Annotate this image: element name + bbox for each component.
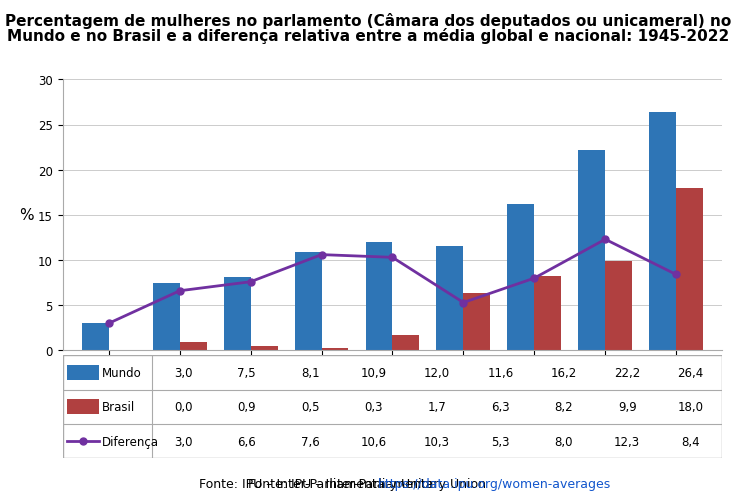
Text: 7,6: 7,6 [301, 435, 320, 448]
Bar [321, 348, 349, 351]
Text: 8,2: 8,2 [554, 401, 573, 413]
Bar [649, 113, 676, 351]
Text: 10,6: 10,6 [360, 435, 387, 448]
Bar [534, 277, 562, 351]
Text: 7,5: 7,5 [237, 366, 256, 379]
Bar [676, 188, 703, 351]
Bar [295, 253, 321, 351]
Text: 8,4: 8,4 [681, 435, 700, 448]
Y-axis label: %: % [20, 208, 34, 223]
Text: 22,2: 22,2 [614, 366, 640, 379]
Text: 0,5: 0,5 [301, 401, 319, 413]
Text: 6,6: 6,6 [237, 435, 256, 448]
Text: 5,3: 5,3 [491, 435, 509, 448]
Text: Mundo e no Brasil e a diferença relativa entre a média global e nacional: 1945-2: Mundo e no Brasil e a diferença relativa… [7, 28, 730, 44]
Bar [605, 262, 632, 351]
Bar [392, 335, 419, 351]
Bar [579, 150, 605, 351]
Bar [251, 346, 278, 351]
FancyBboxPatch shape [63, 356, 722, 458]
Text: 0,9: 0,9 [237, 401, 256, 413]
Bar [153, 283, 180, 351]
Text: 18,0: 18,0 [677, 401, 704, 413]
Text: Percentagem de mulheres no parlamento (Câmara dos deputados ou unicameral) no: Percentagem de mulheres no parlamento (C… [5, 13, 732, 29]
Text: 8,0: 8,0 [554, 435, 573, 448]
Text: 3,0: 3,0 [174, 366, 192, 379]
Bar [436, 246, 464, 351]
Bar [464, 294, 490, 351]
Text: 6,3: 6,3 [491, 401, 510, 413]
Bar [66, 365, 99, 380]
Text: 8,1: 8,1 [301, 366, 320, 379]
Text: Brasil: Brasil [102, 401, 136, 413]
Text: Mundo: Mundo [102, 366, 142, 379]
Text: 12,3: 12,3 [614, 435, 640, 448]
Text: 0,3: 0,3 [364, 401, 383, 413]
Text: 0,0: 0,0 [174, 401, 192, 413]
Text: https://data.ipu.org/women-averages: https://data.ipu.org/women-averages [377, 477, 611, 490]
Text: Fonte: IPU – Inter-Parliamentary Union: Fonte: IPU – Inter-Parliamentary Union [248, 477, 489, 490]
Bar [366, 242, 392, 351]
Text: 11,6: 11,6 [487, 366, 514, 379]
Text: 10,9: 10,9 [360, 366, 387, 379]
Text: 12,0: 12,0 [424, 366, 450, 379]
Bar [66, 399, 99, 415]
Text: 10,3: 10,3 [424, 435, 450, 448]
Bar [223, 278, 251, 351]
Text: Fonte: IPU – Inter-Parliamentary Union: Fonte: IPU – Inter-Parliamentary Union [200, 477, 441, 490]
Text: Diferença: Diferença [102, 435, 159, 448]
Text: 26,4: 26,4 [677, 366, 704, 379]
Text: 3,0: 3,0 [174, 435, 192, 448]
Bar [180, 343, 206, 351]
Bar [82, 324, 109, 351]
Text: 1,7: 1,7 [427, 401, 447, 413]
Text: 9,9: 9,9 [618, 401, 637, 413]
Bar [507, 204, 534, 351]
Text: 16,2: 16,2 [551, 366, 577, 379]
